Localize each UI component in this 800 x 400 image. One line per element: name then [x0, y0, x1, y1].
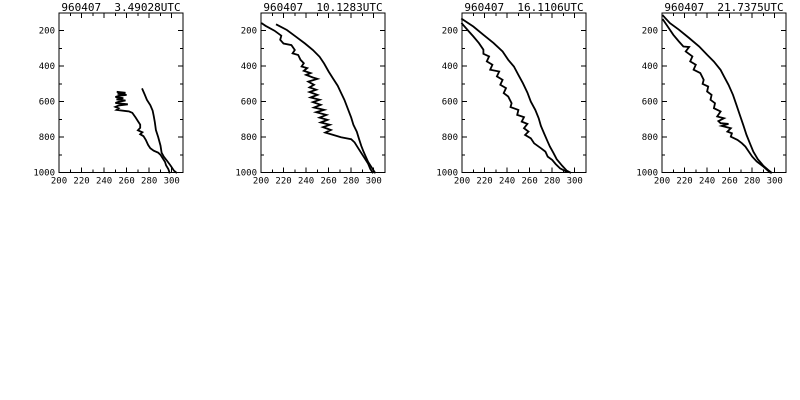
svg-text:220: 220 — [676, 177, 692, 187]
svg-text:220: 220 — [275, 177, 291, 187]
svg-text:200: 200 — [454, 177, 470, 187]
svg-text:240: 240 — [499, 177, 515, 187]
svg-text:300: 300 — [366, 177, 382, 187]
plot-area: 200 220 240 260 280 300 200 400 600 800 1000 — [636, 12, 787, 187]
chart-panel-1: 960407 3.49028UTC 200 220 240 260 280 300 200 4… — [14, 0, 214, 200]
svg-text:240: 240 — [96, 177, 112, 187]
svg-text:400: 400 — [642, 62, 658, 72]
svg-text:260: 260 — [321, 177, 337, 187]
svg-text:280: 280 — [744, 177, 760, 187]
svg-text:220: 220 — [73, 177, 89, 187]
svg-text:600: 600 — [642, 98, 658, 108]
svg-text:200: 200 — [654, 177, 670, 187]
svg-text:200: 200 — [39, 27, 55, 37]
chart-panel-2: 960407 10.1283UTC 200 220 240 260 280 300 200 4… — [216, 0, 416, 200]
svg-text:240: 240 — [298, 177, 314, 187]
svg-text:200: 200 — [642, 27, 658, 37]
svg-text:280: 280 — [141, 177, 157, 187]
svg-text:400: 400 — [241, 62, 257, 72]
plot-area: 200 220 240 260 280 300 200 400 600 800 1000 — [436, 12, 587, 187]
panel-title: 960407 21.7375UTC — [664, 1, 784, 14]
plot-area: 200 220 240 260 280 300 200 400 600 800 1000 — [235, 12, 386, 187]
svg-text:1000: 1000 — [636, 169, 658, 179]
plot-area: 200 220 240 260 280 300 200 400 600 800 1000 — [33, 12, 184, 187]
svg-text:200: 200 — [241, 27, 257, 37]
svg-text:600: 600 — [39, 98, 55, 108]
svg-text:260: 260 — [522, 177, 538, 187]
svg-text:800: 800 — [642, 133, 658, 143]
svg-text:800: 800 — [39, 133, 55, 143]
svg-text:1000: 1000 — [33, 169, 55, 179]
svg-text:1000: 1000 — [436, 169, 458, 179]
svg-text:200: 200 — [253, 177, 269, 187]
panel-title: 960407 10.1283UTC — [263, 1, 383, 14]
svg-text:200: 200 — [51, 177, 67, 187]
svg-text:280: 280 — [343, 177, 359, 187]
svg-text:300: 300 — [767, 177, 783, 187]
svg-text:400: 400 — [442, 62, 458, 72]
svg-text:800: 800 — [241, 133, 257, 143]
chart-panel-4: 960407 21.7375UTC 200 220 240 260 280 300 200 4… — [617, 0, 800, 200]
svg-text:800: 800 — [442, 133, 458, 143]
svg-text:400: 400 — [39, 62, 55, 72]
svg-text:200: 200 — [442, 27, 458, 37]
panel-title: 960407 16.1106UTC — [464, 1, 584, 14]
svg-text:280: 280 — [544, 177, 560, 187]
svg-text:600: 600 — [241, 98, 257, 108]
chart-panel-3: 960407 16.1106UTC 200 220 240 260 280 300 200 4… — [417, 0, 617, 200]
svg-text:1000: 1000 — [235, 169, 257, 179]
svg-text:260: 260 — [119, 177, 135, 187]
svg-text:220: 220 — [476, 177, 492, 187]
svg-text:260: 260 — [722, 177, 738, 187]
svg-text:600: 600 — [442, 98, 458, 108]
svg-text:300: 300 — [164, 177, 180, 187]
svg-text:300: 300 — [567, 177, 583, 187]
panel-title: 960407 3.49028UTC — [61, 1, 181, 14]
svg-text:240: 240 — [699, 177, 715, 187]
